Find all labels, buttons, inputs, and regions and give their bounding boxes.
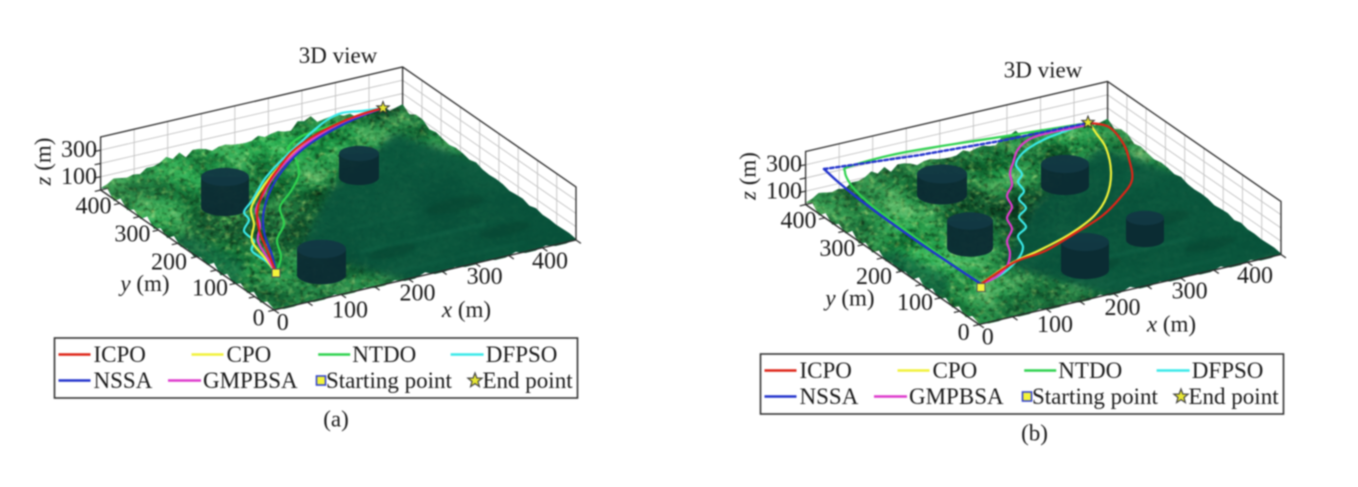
svg-text:(b): (b) xyxy=(1021,421,1048,446)
svg-text:200: 200 xyxy=(151,250,187,276)
svg-text:CPO: CPO xyxy=(227,342,272,367)
svg-text:y (m): y (m) xyxy=(823,286,874,311)
svg-text:GMPBSA: GMPBSA xyxy=(909,384,1004,409)
svg-text:100: 100 xyxy=(61,164,97,190)
svg-text:ICPO: ICPO xyxy=(800,358,852,383)
svg-text:200: 200 xyxy=(1105,295,1141,321)
svg-text:200: 200 xyxy=(400,281,436,307)
svg-text:100: 100 xyxy=(897,290,933,316)
svg-text:(a): (a) xyxy=(323,407,349,432)
svg-text:300: 300 xyxy=(1172,279,1208,305)
svg-text:NSSA: NSSA xyxy=(94,368,153,393)
svg-text:y (m): y (m) xyxy=(118,271,169,296)
svg-text:DFPSO: DFPSO xyxy=(1192,358,1264,383)
svg-text:NTDO: NTDO xyxy=(1058,358,1122,383)
svg-text:End point: End point xyxy=(1189,384,1280,409)
svg-text:3D view: 3D view xyxy=(299,43,378,68)
svg-text:200: 200 xyxy=(856,264,892,290)
svg-text:100: 100 xyxy=(332,298,368,324)
svg-text:100: 100 xyxy=(766,179,802,205)
svg-text:400: 400 xyxy=(1237,263,1273,289)
svg-text:0: 0 xyxy=(958,320,970,346)
svg-text:300: 300 xyxy=(61,137,97,163)
svg-text:0: 0 xyxy=(253,306,265,332)
svg-text:Starting point: Starting point xyxy=(1032,384,1158,409)
svg-text:400: 400 xyxy=(781,208,817,234)
svg-text:End point: End point xyxy=(483,368,574,393)
svg-text:100: 100 xyxy=(192,276,228,302)
svg-text:300: 300 xyxy=(467,264,503,290)
svg-text:ICPO: ICPO xyxy=(94,342,146,367)
svg-text:300: 300 xyxy=(766,152,802,178)
svg-text:0: 0 xyxy=(277,310,289,336)
svg-text:z (m): z (m) xyxy=(31,138,56,187)
svg-text:0: 0 xyxy=(982,325,994,351)
svg-text:300: 300 xyxy=(819,236,855,262)
svg-text:400: 400 xyxy=(532,249,568,275)
svg-text:NSSA: NSSA xyxy=(800,384,859,409)
svg-text:Starting point: Starting point xyxy=(326,368,452,393)
svg-text:z (m): z (m) xyxy=(736,152,761,201)
svg-text:DFPSO: DFPSO xyxy=(486,342,558,367)
svg-text:NTDO: NTDO xyxy=(352,342,416,367)
svg-text:100: 100 xyxy=(1037,312,1073,338)
svg-text:CPO: CPO xyxy=(933,358,978,383)
svg-text:3D view: 3D view xyxy=(1004,58,1083,83)
svg-text:400: 400 xyxy=(76,194,112,220)
svg-text:x (m): x (m) xyxy=(1146,312,1196,337)
svg-text:300: 300 xyxy=(114,222,150,248)
svg-text:x (m): x (m) xyxy=(441,297,491,322)
svg-text:GMPBSA: GMPBSA xyxy=(203,368,298,393)
